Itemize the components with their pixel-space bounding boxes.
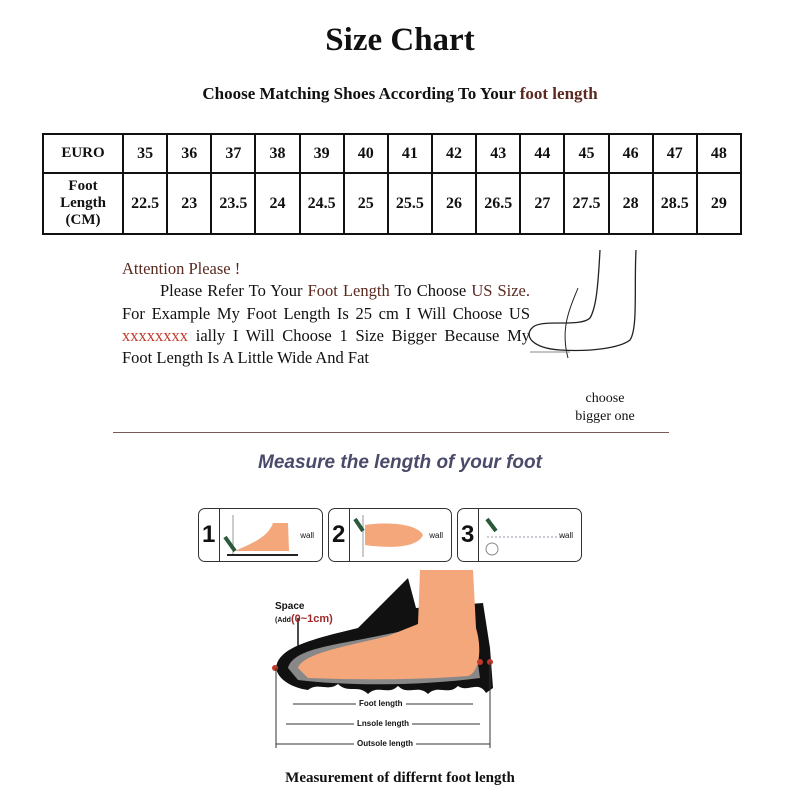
foot-length-cell: 25 <box>342 172 389 235</box>
add-value: (0~1cm) <box>290 613 333 625</box>
hdr-line: Length <box>60 195 106 211</box>
text: To Choose <box>394 281 467 301</box>
foot-length-cell: 29 <box>695 172 743 235</box>
foot-length-cell: 28 <box>607 172 654 235</box>
foot-length-cell: 28.5 <box>651 172 698 235</box>
outsole-length-label: Outsole length <box>354 739 416 748</box>
add-prefix: (Add <box>275 617 291 624</box>
foot-length-label: Foot length <box>356 699 406 708</box>
euro-size-cell: 47 <box>651 133 698 174</box>
foot-length-cell: 24 <box>254 172 301 235</box>
subtitle-prefix: Choose Matching Shoes According To Your <box>202 84 516 103</box>
hdr-line: (CM) <box>65 212 101 228</box>
foot-side-icon <box>223 515 298 556</box>
euro-size-cell: 39 <box>298 133 345 174</box>
subtitle-highlight: foot length <box>519 84 598 103</box>
highlight: Foot Length <box>307 281 390 301</box>
foot-length-row: Foot Length (CM) 22.5 23 23.5 24 24.5 25 25.5 26 26… <box>42 172 743 235</box>
page-title: Size Chart <box>325 22 475 58</box>
euro-size-cell: 35 <box>121 133 169 174</box>
foot-length-cell: 23.5 <box>210 172 257 235</box>
wall-label: wall <box>559 531 573 540</box>
step-2: 2 wall <box>328 508 452 562</box>
euro-header: EURO <box>42 133 124 174</box>
euro-size-cell: 36 <box>166 133 213 174</box>
euro-size-cell: 41 <box>386 133 433 174</box>
hdr-line: Foot <box>68 178 98 194</box>
foot-length-cell: 27.5 <box>563 172 610 235</box>
step-number: 2 <box>332 521 346 548</box>
attention-heading: Attention Please ! <box>122 259 241 278</box>
euro-row: EURO 35 36 37 38 39 40 41 42 43 44 45 46 47 48 <box>42 133 743 174</box>
foot-sketch-icon <box>528 249 637 359</box>
euro-size-cell: 37 <box>210 133 257 174</box>
foot-length-cell: 24.5 <box>298 172 345 235</box>
step-number: 3 <box>461 521 475 548</box>
choose-bigger-note: choose bigger one <box>560 390 650 426</box>
foot-length-cell: 26 <box>430 172 478 235</box>
redacted-text: xxxxxxxx <box>122 325 188 345</box>
euro-size-cell: 46 <box>607 133 654 174</box>
attention-note: Attention Please ! Please Refer To Your … <box>122 258 530 369</box>
text: For Example My Foot Length Is 25 cm I Wi… <box>122 303 530 323</box>
wall-label: wall <box>300 531 314 540</box>
text: Please Refer To Your <box>160 281 303 301</box>
step-number: 1 <box>202 521 216 548</box>
euro-size-cell: 45 <box>563 133 610 174</box>
foot-length-cell: 22.5 <box>121 172 169 235</box>
euro-size-cell: 44 <box>519 133 566 174</box>
step-1: 1 wall <box>198 508 323 562</box>
foot-length-cell: 25.5 <box>386 172 433 235</box>
caption: Measurement of differnt foot length <box>285 770 515 786</box>
space-add: (Add(0~1cm) <box>275 613 333 625</box>
size-table: EURO 35 36 37 38 39 40 41 42 43 44 45 46 47 48 Foot Len… <box>42 133 743 235</box>
euro-size-cell: 42 <box>430 133 478 174</box>
euro-size-cell: 38 <box>254 133 301 174</box>
euro-size-cell: 40 <box>342 133 389 174</box>
measure-heading: Measure the length of your foot <box>258 452 542 473</box>
note-line: bigger one <box>575 409 635 424</box>
measure-line-icon <box>485 517 567 556</box>
euro-size-cell: 43 <box>475 133 522 174</box>
subtitle: Choose Matching Shoes According To Your … <box>0 84 800 104</box>
step-3: 3 wall <box>457 508 582 562</box>
foot-length-header: Foot Length (CM) <box>42 172 124 235</box>
foot-top-icon <box>353 515 423 557</box>
space-label: Space <box>275 601 305 612</box>
euro-size-cell: 48 <box>695 133 743 174</box>
foot-length-cell: 23 <box>166 172 213 235</box>
text: ially I Will Choose 1 Size Bigger Becaus… <box>122 325 530 368</box>
highlight: US Size. <box>471 281 531 301</box>
insole-length-label: Lnsole length <box>354 719 412 728</box>
foot-length-cell: 26.5 <box>475 172 522 235</box>
divider <box>113 432 669 433</box>
shoe-foot-diagram-icon <box>272 570 493 748</box>
wall-label: wall <box>429 531 443 540</box>
foot-length-cell: 27 <box>519 172 566 235</box>
note-line: choose <box>585 391 625 406</box>
